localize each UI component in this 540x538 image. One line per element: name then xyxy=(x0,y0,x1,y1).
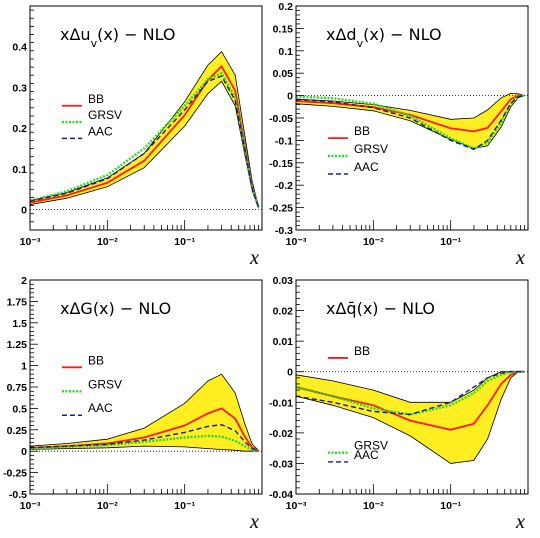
y-tick-label: 0.25 xyxy=(7,425,28,437)
x-tick-label: 10⁻² xyxy=(363,500,384,512)
y-tick-label: 0.4 xyxy=(12,42,27,54)
panel-title: xΔq̄(x) − NLO xyxy=(326,299,435,318)
panel-dq: -0.04 -0.03 -0.02 -0.01 0 0.01 0.02 0.03 10⁻³ 10⁻… xyxy=(269,275,529,533)
plot-frame xyxy=(29,5,263,231)
series-grsv xyxy=(295,370,525,416)
panel-du: 0 0.1 0.2 0.3 0.4 10⁻³ 10⁻² 10⁻¹ x xΔuv(x) − NLO B… xyxy=(12,5,263,269)
y-tick-label: 0.5 xyxy=(12,403,27,415)
series-grsv xyxy=(295,94,525,150)
panel-dd: -0.3 -0.25 -0.2 -0.15 -0.1 -0.05 0 0.05 0.1 0.15 0… xyxy=(269,1,529,269)
legend-label-aac: AAC xyxy=(354,448,379,462)
x-tick-label: 10⁻² xyxy=(97,236,118,248)
plot-frame xyxy=(295,279,529,495)
x-tick-label: 10⁻¹ xyxy=(174,500,195,512)
y-tick-label: 0.2 xyxy=(12,123,27,135)
y-tick-label: -0.25 xyxy=(269,203,293,215)
y-tick-label: 0.01 xyxy=(273,336,294,348)
legend-label-aac: AAC xyxy=(88,124,113,138)
y-tick-label: -0.03 xyxy=(269,458,293,470)
y-tick-label: -0.02 xyxy=(269,428,293,440)
y-tick-label: -0.25 xyxy=(3,468,27,480)
series-aac xyxy=(29,75,260,208)
y-tick-label: 0.1 xyxy=(278,46,293,58)
series-aac xyxy=(295,371,525,416)
y-tick-label: 0 xyxy=(287,91,293,103)
series-bb xyxy=(295,370,525,431)
legend-label-grsv: GRSV xyxy=(354,142,388,156)
series-aac xyxy=(295,94,525,151)
legend-label-aac: AAC xyxy=(88,401,113,415)
panel-title: xΔdv(x) − NLO xyxy=(326,25,442,50)
y-tick-label: -0.2 xyxy=(275,180,293,192)
y-tick-label: -0.01 xyxy=(269,397,293,409)
y-tick-label: 0.2 xyxy=(278,1,293,13)
x-axis-label: x xyxy=(249,511,259,533)
series-grsv xyxy=(29,71,260,208)
uncertainty-band xyxy=(295,371,525,464)
y-tick-label: 0.05 xyxy=(273,68,294,80)
y-tick-label: -0.05 xyxy=(269,113,293,125)
y-tick-label: 1.25 xyxy=(7,339,28,351)
y-tick-label: 2 xyxy=(21,275,27,287)
panel-dg: -0.5 -0.25 0 0.25 0.5 0.75 1 1.25 1.5 1.75 2 10⁻³ 10… xyxy=(3,275,263,533)
y-tick-label: 0 xyxy=(21,446,27,458)
series-bb xyxy=(29,407,259,452)
x-tick-label: 10⁻¹ xyxy=(440,236,461,248)
x-tick-label: 10⁻¹ xyxy=(440,500,461,512)
y-tick-label: 0.03 xyxy=(273,275,294,287)
series-bb xyxy=(29,64,260,208)
y-tick-label: 0.15 xyxy=(273,23,294,35)
x-tick-label: 10⁻¹ xyxy=(174,236,195,248)
y-tick-label: 1.5 xyxy=(12,318,27,330)
x-tick-label: 10⁻² xyxy=(363,236,384,248)
y-tick-label: -0.3 xyxy=(275,225,293,237)
y-tick-label: 0.02 xyxy=(273,306,294,318)
panel-title: xΔG(x) − NLO xyxy=(60,299,171,318)
series-grsv xyxy=(29,434,259,453)
x-tick-label: 10⁻³ xyxy=(20,500,41,512)
legend-label-grsv: GRSV xyxy=(354,439,388,453)
legend-label-grsv: GRSV xyxy=(88,377,122,391)
x-tick-label: 10⁻² xyxy=(97,500,118,512)
x-axis-label: x xyxy=(515,247,525,269)
legend-label-bb: BB xyxy=(354,124,370,138)
y-tick-label: 1 xyxy=(21,361,27,373)
legend-label-grsv: GRSV xyxy=(88,108,122,122)
y-tick-label: 1.75 xyxy=(7,296,28,308)
y-tick-label: 0 xyxy=(21,205,27,217)
legend-label-aac: AAC xyxy=(354,160,379,174)
x-tick-label: 10⁻³ xyxy=(286,236,307,248)
y-tick-label: 0.3 xyxy=(12,82,27,94)
x-tick-label: 10⁻³ xyxy=(20,236,41,248)
legend-label-bb: BB xyxy=(88,353,104,367)
series-aac xyxy=(29,423,259,452)
y-tick-label: -0.1 xyxy=(275,135,293,147)
y-tick-label: -0.04 xyxy=(269,489,293,501)
y-tick-label: 0.75 xyxy=(7,382,28,394)
x-axis-label: x xyxy=(249,247,259,269)
y-tick-label: -0.5 xyxy=(9,489,27,501)
x-tick-label: 10⁻³ xyxy=(286,500,307,512)
panel-title: xΔuv(x) − NLO xyxy=(60,25,176,50)
uncertainty-band xyxy=(29,50,259,208)
legend-label-bb: BB xyxy=(354,344,370,358)
y-tick-label: 0 xyxy=(287,367,293,379)
legend-label-bb: BB xyxy=(88,92,104,106)
x-axis-label: x xyxy=(515,511,525,533)
y-tick-label: -0.15 xyxy=(269,158,293,170)
y-tick-label: 0.1 xyxy=(12,164,27,176)
